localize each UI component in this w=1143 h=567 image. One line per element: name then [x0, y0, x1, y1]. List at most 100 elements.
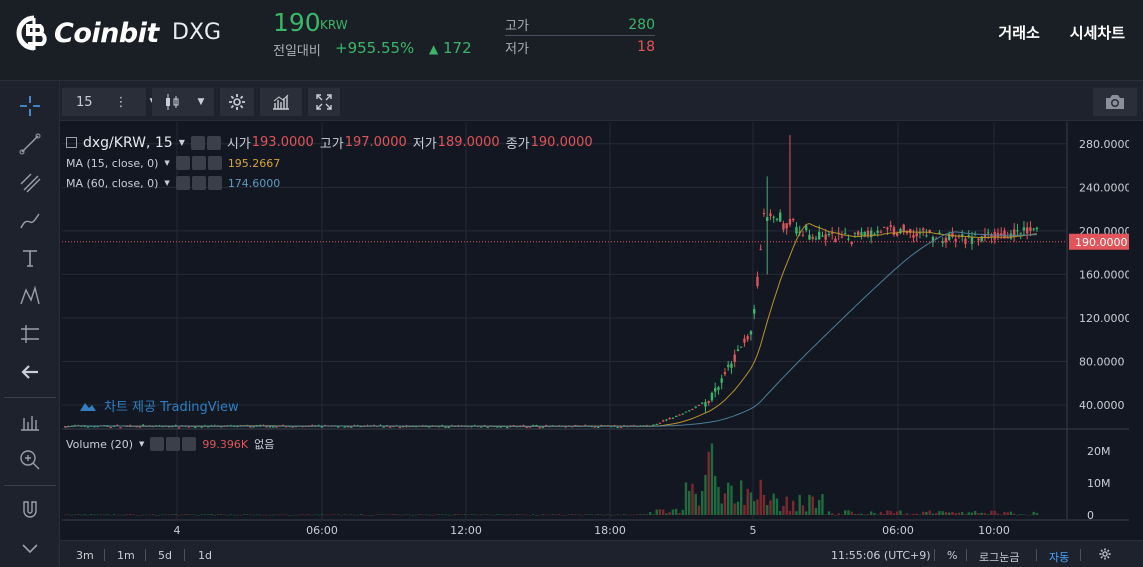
clock-readout[interactable]: 11:55:06 (UTC+9)	[831, 549, 931, 562]
legend-controls[interactable]	[150, 437, 197, 451]
volume-bar	[996, 513, 1000, 515]
volume-bar	[379, 514, 382, 516]
gear-icon[interactable]	[1098, 547, 1112, 561]
volume-bar	[772, 493, 775, 515]
log-scale-toggle[interactable]: 로그눈금	[979, 551, 1020, 564]
volume-bar	[311, 514, 314, 516]
pattern-icon[interactable]	[14, 281, 46, 311]
caret-down-icon[interactable]: ▼	[178, 138, 185, 147]
current-price-tag	[1069, 233, 1129, 250]
brush-icon[interactable]	[14, 205, 46, 235]
price-chart[interactable]: 40.000080.0000120.0000160.0000200.000024…	[62, 122, 1129, 541]
candle-body	[795, 227, 798, 234]
volume-bar	[844, 510, 847, 515]
collapse-icon[interactable]	[66, 137, 77, 148]
range-5d[interactable]: 5d	[158, 549, 172, 562]
y-tick-label: 240.0000	[1079, 181, 1129, 194]
ma15-label[interactable]: MA (15, close, 0)	[66, 156, 159, 170]
candle-body	[265, 426, 268, 428]
fullscreen-button[interactable]	[308, 88, 340, 116]
volume-bar	[558, 514, 561, 515]
volume-bar	[389, 514, 392, 515]
legend-controls[interactable]	[175, 156, 222, 170]
indicators-button[interactable]	[260, 88, 302, 116]
volume-bar	[684, 482, 688, 515]
chevron-down-icon[interactable]	[14, 533, 46, 563]
volume-bar	[1016, 514, 1019, 516]
nav-market-chart[interactable]: 시세차트	[1069, 24, 1125, 42]
volume-bar	[278, 514, 281, 516]
fib-retracement-icon[interactable]	[14, 167, 46, 197]
caret-down-icon[interactable]: ▼	[164, 159, 170, 167]
legend-controls[interactable]	[190, 135, 221, 150]
eye-icon[interactable]	[175, 176, 190, 190]
volume-bar	[298, 514, 301, 516]
candle-body	[860, 232, 863, 236]
volume-bar	[1022, 514, 1026, 515]
close-icon[interactable]	[207, 176, 222, 190]
coinbit-logo[interactable]: Coinbit	[10, 12, 159, 54]
text-tool-icon[interactable]	[14, 243, 46, 273]
crosshair-icon[interactable]	[14, 91, 46, 121]
eye-icon[interactable]	[175, 156, 190, 170]
eye-icon[interactable]	[150, 437, 165, 451]
eye-icon[interactable]	[190, 135, 205, 150]
volume-bar	[590, 514, 593, 516]
range-1d[interactable]: 1d	[198, 549, 212, 562]
x-tick-label: 06:00	[306, 524, 338, 537]
volume-bar	[242, 514, 246, 515]
volume-bar	[571, 514, 574, 515]
snapshot-button[interactable]	[1093, 88, 1137, 116]
ma60-label[interactable]: MA (60, close, 0)	[66, 176, 159, 190]
candle-body	[398, 427, 402, 429]
volume-bar	[229, 514, 233, 515]
high-label: 고가	[505, 19, 529, 34]
auto-scale-toggle[interactable]: 자동	[1049, 551, 1070, 564]
gear-icon[interactable]	[191, 156, 206, 170]
chart-canvas[interactable]: 40.0000 80.0000 120.0000 160.0000 200.0000 24…	[62, 122, 1129, 541]
candle-body	[879, 231, 883, 233]
volume-bar	[233, 514, 236, 516]
range-3m[interactable]: 3m	[76, 549, 94, 562]
candle-body	[200, 426, 203, 428]
volume-bar	[642, 514, 645, 515]
legend-controls[interactable]	[175, 176, 222, 190]
range-1m[interactable]: 1m	[117, 549, 135, 562]
trend-line-icon[interactable]	[14, 129, 46, 159]
magnet-icon[interactable]	[14, 495, 46, 525]
symbol-label[interactable]: dxg/KRW, 15	[83, 134, 173, 151]
zoom-in-icon[interactable]	[14, 445, 46, 475]
nav-exchange[interactable]: 거래소	[998, 24, 1040, 42]
caret-down-icon[interactable]: ▼	[164, 179, 170, 187]
volume-bar	[447, 514, 450, 516]
candle-body	[112, 426, 116, 428]
candle-body	[736, 349, 740, 352]
measure-icon[interactable]	[14, 319, 46, 349]
volume-bar	[64, 514, 67, 516]
volume-bar	[437, 514, 441, 515]
close-icon[interactable]	[207, 156, 222, 170]
close-icon[interactable]	[182, 437, 197, 451]
tradingview-watermark[interactable]: 차트 제공 TradingView	[78, 396, 239, 415]
candle-body	[801, 235, 805, 237]
chart-type-button[interactable]: ▼	[152, 88, 214, 116]
candle-body	[301, 426, 304, 428]
gear-icon[interactable]	[191, 176, 206, 190]
candle-body	[863, 231, 866, 237]
gear-icon[interactable]	[206, 135, 221, 150]
gear-icon[interactable]	[166, 437, 181, 451]
ruler-icon[interactable]	[14, 407, 46, 437]
volume-label[interactable]: Volume (20)	[66, 437, 133, 451]
high-low-box: 고가 280 저가 18	[505, 14, 655, 58]
caret-down-icon[interactable]: ▼	[139, 440, 145, 448]
volume-bar	[658, 509, 662, 515]
volume-bar	[964, 514, 967, 515]
candle-body	[525, 426, 528, 428]
volume-value: 99.396K	[202, 437, 249, 451]
settings-button[interactable]	[220, 88, 254, 116]
interval-selector[interactable]: 15 ⋮ ▼	[62, 88, 156, 116]
arrow-left-icon[interactable]	[14, 357, 46, 387]
candle-body	[954, 239, 957, 242]
candle-body	[616, 426, 619, 428]
percent-toggle[interactable]: %	[947, 549, 958, 562]
